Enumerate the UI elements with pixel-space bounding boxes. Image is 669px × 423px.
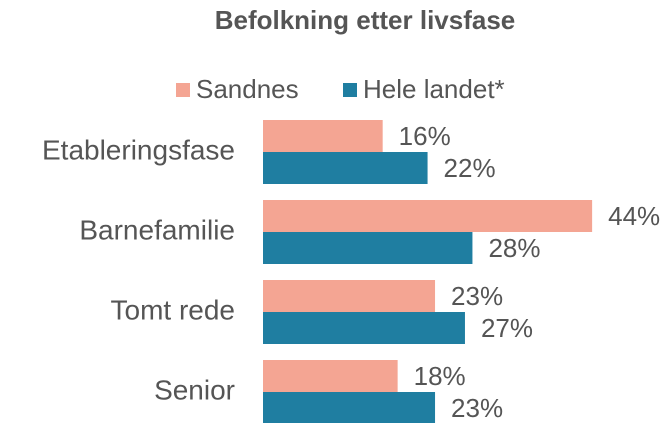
- bar: [263, 280, 436, 312]
- value-label: 23%: [451, 281, 503, 311]
- category-label: Etableringsfase: [42, 134, 235, 165]
- legend-swatch: [343, 83, 357, 97]
- value-label: 16%: [399, 121, 451, 151]
- bar: [263, 392, 436, 423]
- legend-label: Hele landet*: [363, 74, 505, 104]
- value-label: 44%: [608, 201, 660, 231]
- legend-label: Sandnes: [196, 74, 299, 104]
- bar: [263, 232, 473, 264]
- category-label: Tomt rede: [111, 294, 236, 325]
- bar: [263, 360, 398, 392]
- value-label: 23%: [451, 393, 503, 423]
- value-label: 27%: [481, 313, 533, 343]
- bar: [263, 152, 428, 184]
- value-label: 28%: [488, 233, 540, 263]
- bar: [263, 312, 465, 344]
- bar: [263, 120, 383, 152]
- legend-swatch: [176, 83, 190, 97]
- bar: [263, 200, 593, 232]
- value-label: 22%: [444, 153, 496, 183]
- value-label: 18%: [414, 361, 466, 391]
- category-label: Senior: [154, 374, 235, 405]
- chart-title: Befolkning etter livsfase: [215, 5, 516, 35]
- category-label: Barnefamilie: [79, 214, 235, 245]
